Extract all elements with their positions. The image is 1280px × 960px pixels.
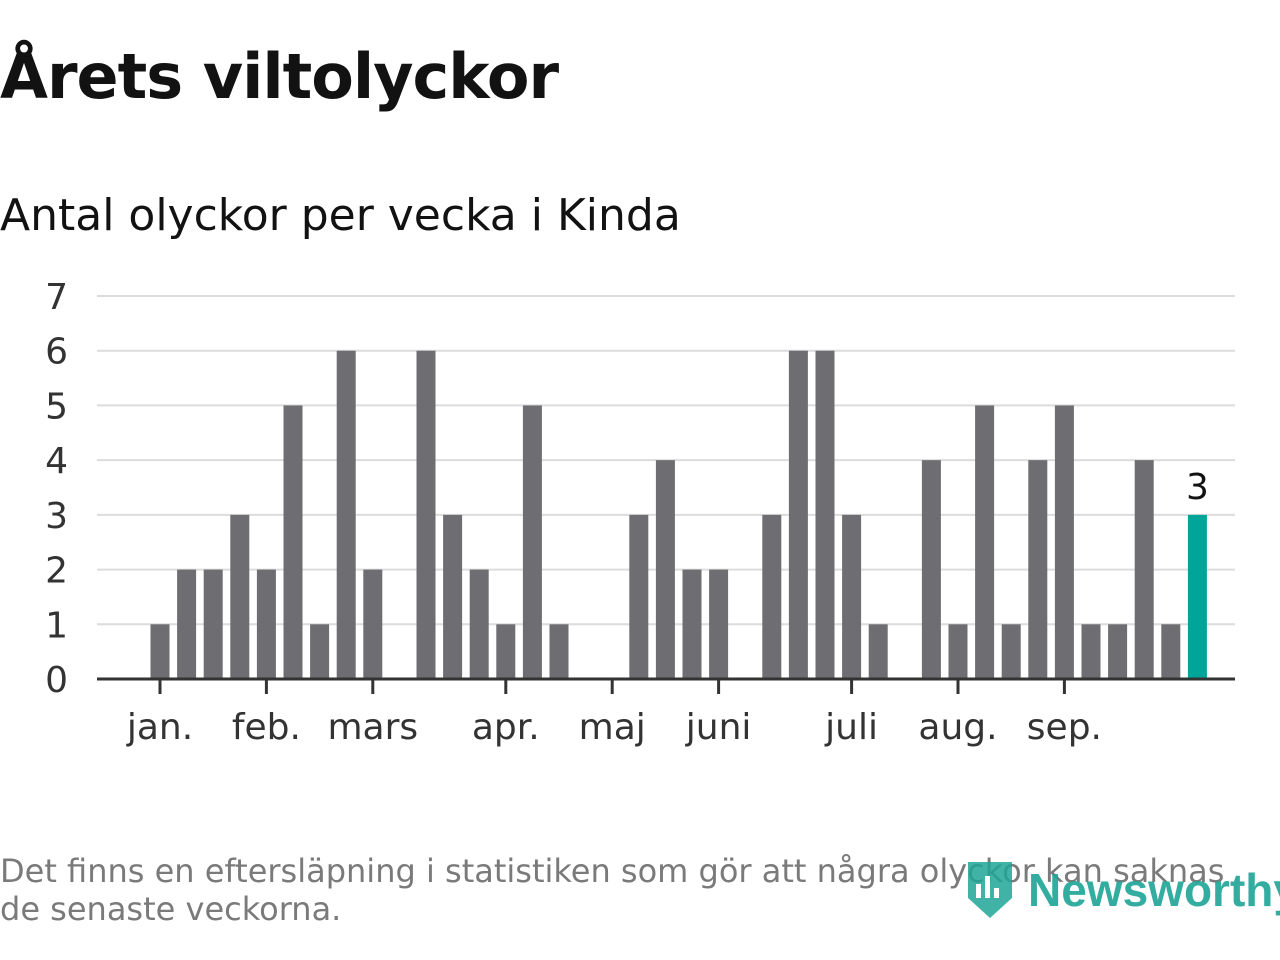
bar [310,624,330,679]
chart-subtitle: Antal olyckor per vecka i Kinda [0,190,681,241]
bar [1108,624,1128,679]
y-tick-label: 3 [45,496,68,537]
y-tick-label: 2 [45,551,68,592]
x-tick-label: maj [579,707,646,748]
bar [842,514,862,679]
bar [868,624,888,679]
bar [363,569,383,679]
bar [177,569,197,679]
bar [469,569,489,679]
bar [762,514,782,679]
bar [443,514,463,679]
bar [1134,460,1154,679]
y-tick-label: 7 [45,277,68,318]
bar [921,460,941,679]
data-labels: 3 [1186,467,1209,508]
bar [948,624,968,679]
footnote: Det finns en eftersläpning i statistiken… [0,852,1225,928]
bars [150,350,1207,679]
y-tick-label: 5 [45,386,68,427]
bar [815,350,835,679]
bar [150,624,170,679]
x-tick-label: aug. [918,707,997,748]
bar [549,624,569,679]
bar [975,405,995,679]
bar [416,350,436,679]
bar [522,405,542,679]
x-tick-label: mars [327,707,418,748]
bar [1161,624,1181,679]
bar [203,569,223,679]
bar [496,624,516,679]
bar [1081,624,1101,679]
data-label-last: 3 [1186,467,1209,508]
newsworthy-logo: Newsworthy [964,858,1280,922]
bar [283,405,303,679]
x-tick-label: juli [824,707,878,748]
chart-title: Årets viltolyckor [0,40,559,113]
bar [230,514,250,679]
bar-highlighted [1187,514,1207,679]
bar [682,569,702,679]
y-tick-label: 0 [45,660,68,701]
x-tick-label: sep. [1027,707,1102,748]
x-tick-label: apr. [472,707,540,748]
bar-chart-shield-icon [968,862,1012,918]
y-tick-label: 1 [45,605,68,646]
bar-chart: 0 1 2 3 4 5 6 7 jan. feb. mars apr. maj juni juli aug.… [45,277,1235,748]
logo-text: Newsworthy [1028,864,1280,916]
bar [788,350,808,679]
x-tick-label: feb. [232,707,301,748]
y-axis-ticks: 0 1 2 3 4 5 6 7 [45,277,68,701]
bar [629,514,649,679]
bar [1028,460,1048,679]
bar [1001,624,1021,679]
bar [709,569,729,679]
y-tick-label: 4 [45,441,68,482]
bar [1054,405,1074,679]
x-axis-ticks: jan. feb. mars apr. maj juni juli aug. sep. [126,679,1102,748]
bar [336,350,356,679]
bar [655,460,675,679]
x-tick-label: juni [685,707,752,748]
x-tick-label: jan. [126,707,193,748]
y-tick-label: 6 [45,332,68,373]
bar [256,569,276,679]
